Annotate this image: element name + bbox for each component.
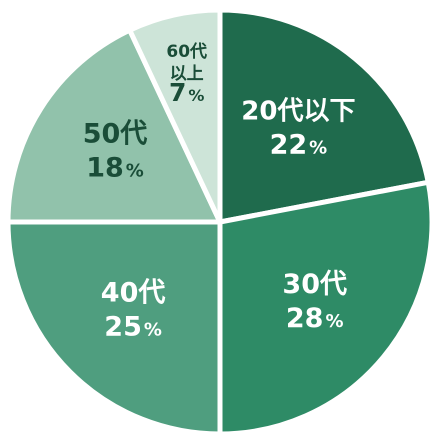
slice-percent-value: 22 — [270, 129, 308, 160]
pie-slice — [217, 7, 431, 225]
slice-percent-sign: % — [325, 311, 343, 332]
slice-percent-value: 18 — [86, 153, 124, 184]
slice-percent-sign: % — [144, 319, 162, 340]
slice-percent-label: 7% — [169, 78, 204, 107]
pie-slice — [5, 219, 223, 435]
slice-percent-value: 7 — [169, 78, 186, 107]
slice-percent-value: 28 — [286, 303, 324, 334]
slice-percent-label: 25% — [104, 311, 162, 342]
slice-percent-sign: % — [188, 86, 204, 105]
slice-category-label: 20代以下 — [241, 96, 355, 126]
slice-category-label: 50代 — [83, 119, 148, 150]
slice-percent-label: 18% — [86, 153, 144, 184]
slice-percent-sign: % — [309, 137, 327, 158]
pie-slice — [127, 7, 223, 225]
slice-percent-value: 25 — [104, 311, 142, 342]
slice-percent-sign: % — [126, 161, 144, 182]
pie-slice — [5, 27, 223, 225]
slice-percent-label: 22% — [270, 129, 328, 160]
slice-category-label: 以上 — [170, 64, 204, 84]
slice-category-label: 30代 — [282, 269, 347, 300]
slice-percent-label: 28% — [286, 303, 344, 334]
slice-category-label: 40代 — [101, 277, 166, 308]
slice-category-label: 60代 — [166, 41, 207, 62]
pie-slice — [217, 179, 435, 435]
pie-slices — [5, 7, 435, 435]
